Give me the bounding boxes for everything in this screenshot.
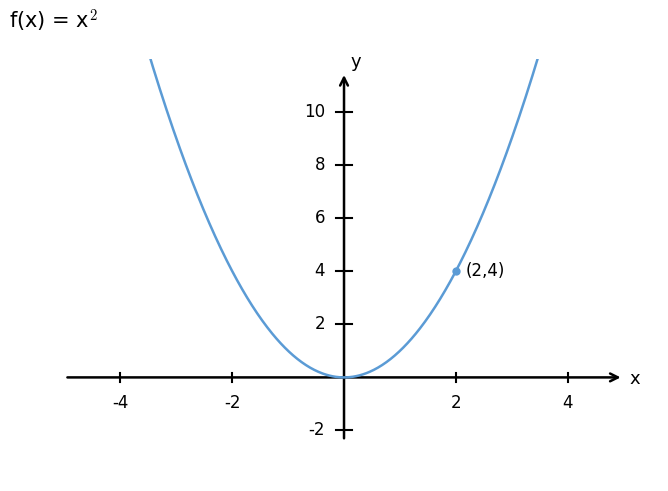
Text: (2,4): (2,4) (466, 262, 505, 280)
Text: 4: 4 (562, 394, 572, 412)
Text: f(x) = x$^2$: f(x) = x$^2$ (9, 8, 98, 35)
Text: 4: 4 (315, 262, 325, 280)
Text: y: y (351, 53, 361, 71)
Text: 2: 2 (315, 315, 325, 333)
Text: -4: -4 (112, 394, 129, 412)
Text: x: x (629, 370, 640, 388)
Text: 2: 2 (450, 394, 461, 412)
Text: 10: 10 (304, 103, 325, 121)
Text: 6: 6 (315, 209, 325, 227)
Text: 8: 8 (315, 156, 325, 174)
Text: -2: -2 (309, 421, 325, 439)
Text: -2: -2 (224, 394, 240, 412)
